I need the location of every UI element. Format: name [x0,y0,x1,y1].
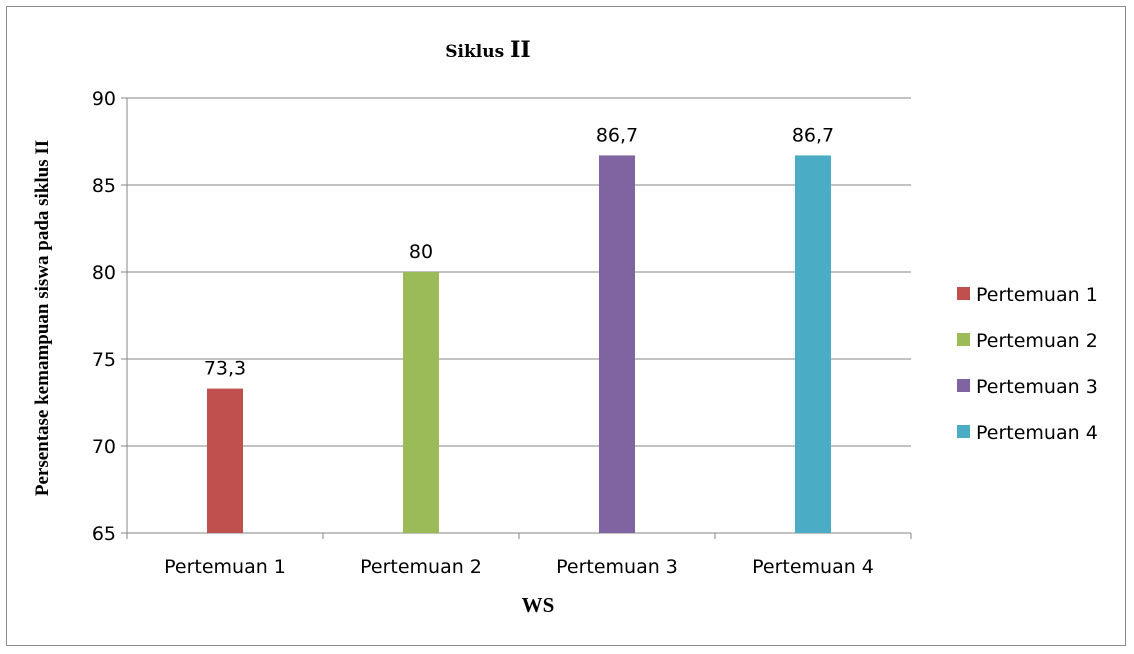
chart-frame [6,6,1126,646]
y-axis-title: Persentase kemampuan siswa pada siklus I… [32,140,53,496]
y-tick-labels: 65 70 75 80 85 90 [92,88,116,545]
data-label: 73,3 [204,358,246,380]
legend-label: Pertemuan 1 [976,284,1098,306]
chart-title: Siklus II [445,37,530,63]
data-label: 80 [409,241,433,263]
x-tick-label: Pertemuan 3 [556,556,678,578]
legend-label: Pertemuan 3 [976,376,1098,398]
y-tick-label: 85 [92,175,116,197]
legend-swatch [957,333,970,346]
y-tick-label: 80 [92,262,116,284]
bars [207,155,831,534]
x-tick-label: Pertemuan 2 [360,556,482,578]
x-axis-title: WS [522,593,555,617]
legend-swatch [957,287,970,300]
y-tick-label: 75 [92,349,116,371]
legend-label: Pertemuan 4 [976,422,1098,444]
legend-label: Pertemuan 2 [976,330,1098,352]
x-tick-labels: Pertemuan 1 Pertemuan 2 Pertemuan 3 Pertemu… [164,556,874,578]
y-tick-label: 65 [92,523,116,545]
x-tick-label: Pertemuan 4 [752,556,874,578]
data-label: 86,7 [596,124,638,146]
legend: Pertemuan 1 Pertemuan 2 Pertemuan 3 Pertemu… [957,284,1098,444]
bar [403,272,439,533]
bar [795,155,831,534]
x-tick-label: Pertemuan 1 [164,556,286,578]
data-label: 86,7 [792,124,834,146]
gridlines [121,97,912,539]
y-tick-label: 90 [92,88,116,110]
bar [599,155,635,534]
y-tick-label: 70 [92,436,116,458]
data-labels: 73,3 80 86,7 86,7 [204,124,834,379]
bar [207,388,243,533]
legend-swatch [957,425,970,438]
legend-swatch [957,379,970,392]
